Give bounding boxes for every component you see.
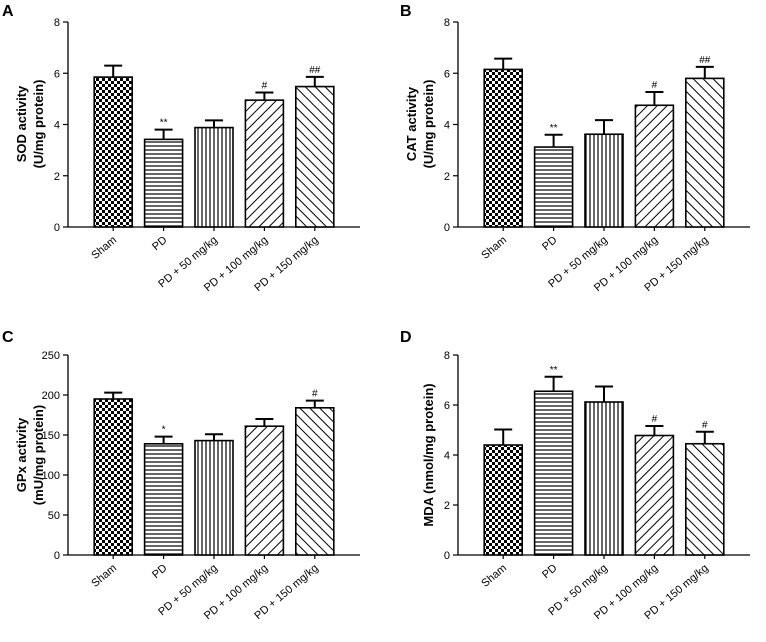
significance-d-1: ** xyxy=(550,365,558,376)
y-tick-label-b-4: 8 xyxy=(444,17,450,29)
bar-c-0 xyxy=(93,398,133,556)
bar-a-0 xyxy=(93,76,133,228)
panel-label-d: D xyxy=(400,329,412,346)
y-tick-label-b-2: 4 xyxy=(444,120,450,132)
significance-b-1: ** xyxy=(550,123,558,134)
bar-b-3 xyxy=(634,104,675,228)
significance-a-3: # xyxy=(262,80,268,91)
y-tick-label-c-3: 150 xyxy=(42,430,60,442)
bar-d-0 xyxy=(483,444,524,556)
y-tick-label-b-0: 0 xyxy=(444,222,450,234)
bar-d-1 xyxy=(533,390,574,556)
bar-c-4 xyxy=(294,406,335,556)
significance-c-1: * xyxy=(162,425,166,436)
y-tick-label-c-0: 0 xyxy=(54,550,60,562)
y-axis-label-b-line1: CAT activity xyxy=(404,86,419,161)
panel-label-a: A xyxy=(2,3,14,20)
y-axis-label-a-line1: SOD activity xyxy=(14,85,29,162)
x-tick-label-a-0: Sham xyxy=(89,234,119,262)
y-tick-label-a-4: 8 xyxy=(54,17,60,29)
panel-b: B CAT activity (U/mg protein) 0 2 4 6 8 Sham *… xyxy=(400,3,750,294)
y-axis-label-c-line2: (mU/mg protein) xyxy=(31,405,46,505)
panel-a: A SOD activity (U/mg protein) 0 2 4 6 8 Sham *… xyxy=(2,3,360,294)
y-tick-label-c-1: 50 xyxy=(48,510,60,522)
bar-c-3 xyxy=(244,425,285,556)
y-tick-label-d-2: 4 xyxy=(444,450,450,462)
y-tick-label-a-3: 6 xyxy=(54,68,60,80)
bar-b-1 xyxy=(533,146,574,228)
bar-a-3 xyxy=(244,99,285,228)
significance-a-1: ** xyxy=(160,118,168,129)
y-axis-label-c-line1: GPx activity xyxy=(14,417,29,492)
bar-c-2 xyxy=(194,439,234,556)
bar-a-1 xyxy=(143,138,184,228)
x-tick-label-c-1: PD xyxy=(150,562,169,581)
panel-label-c: C xyxy=(2,329,14,346)
significance-d-4: # xyxy=(702,420,708,431)
bar-d-3 xyxy=(634,434,675,556)
x-tick-label-c-0: Sham xyxy=(89,562,119,590)
bar-c-1 xyxy=(143,442,184,556)
y-tick-label-d-4: 8 xyxy=(444,350,450,362)
significance-c-4: # xyxy=(312,389,318,400)
y-tick-label-c-5: 250 xyxy=(42,350,60,362)
bar-d-2 xyxy=(584,401,624,556)
x-tick-label-d-1: PD xyxy=(540,562,559,581)
x-tick-label-b-0: Sham xyxy=(479,234,509,262)
bar-b-2 xyxy=(584,133,624,228)
x-tick-label-a-1: PD xyxy=(150,234,169,253)
bar-a-2 xyxy=(194,126,234,228)
y-axis-label-b-line2: (U/mg protein) xyxy=(421,80,436,169)
y-tick-label-b-3: 6 xyxy=(444,68,450,80)
significance-d-3: # xyxy=(652,414,658,425)
y-tick-label-b-1: 2 xyxy=(444,171,450,183)
panel-d: D MDA (nmol/mg protein) 02468Sham**PDPD … xyxy=(400,329,750,622)
y-axis-label-d: MDA (nmol/mg protein) xyxy=(421,383,436,526)
y-tick-label-a-0: 0 xyxy=(54,222,60,234)
bar-b-0 xyxy=(483,68,524,228)
x-tick-label-d-0: Sham xyxy=(479,562,509,590)
bar-b-4 xyxy=(684,77,725,228)
y-tick-label-d-0: 0 xyxy=(444,550,450,562)
panel-label-b: B xyxy=(400,3,412,20)
y-tick-label-c-2: 100 xyxy=(42,470,60,482)
bar-d-4 xyxy=(684,442,725,556)
y-tick-label-d-3: 6 xyxy=(444,400,450,412)
panel-c: C GPx activity (mU/mg protein) 0 50 100 150… xyxy=(2,329,360,622)
y-axis-label-a-line2: (U/mg protein) xyxy=(31,80,46,169)
y-tick-label-c-4: 200 xyxy=(42,390,60,402)
significance-a-4: ## xyxy=(309,65,321,76)
y-tick-label-a-2: 4 xyxy=(54,120,60,132)
y-tick-label-d-1: 2 xyxy=(444,500,450,512)
bar-a-4 xyxy=(294,85,335,228)
significance-b-4: ## xyxy=(699,55,711,66)
significance-b-3: # xyxy=(652,80,658,91)
y-tick-label-a-1: 2 xyxy=(54,171,60,183)
x-tick-label-b-1: PD xyxy=(540,234,559,253)
